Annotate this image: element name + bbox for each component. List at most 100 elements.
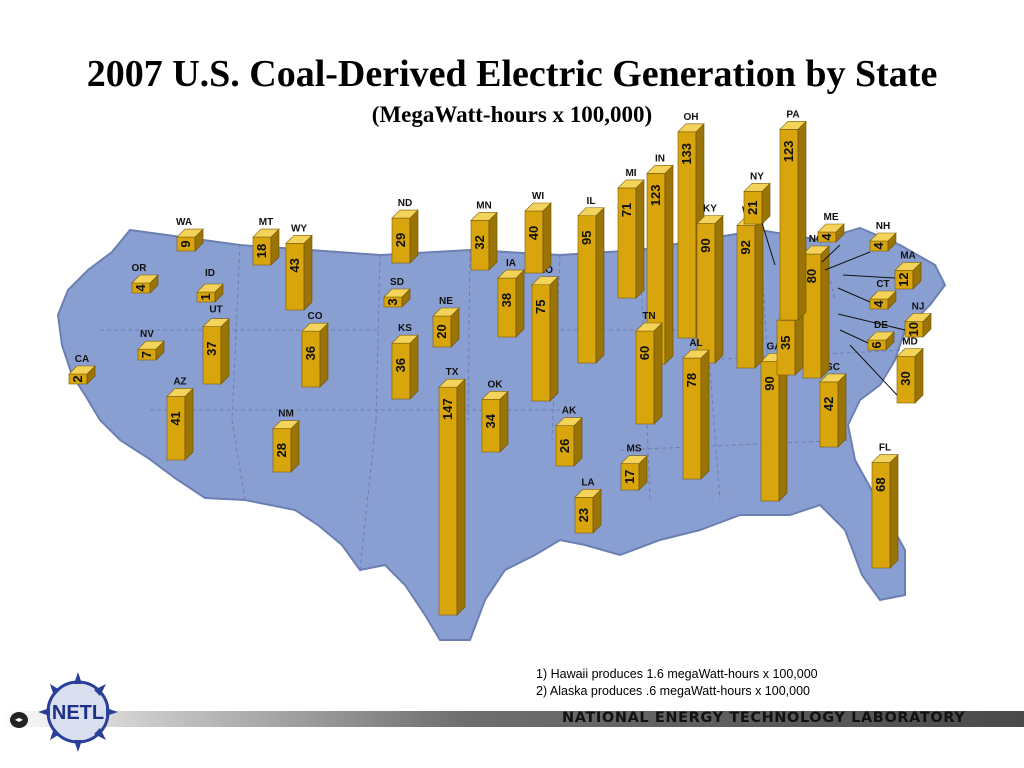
bar-top-de (867, 331, 895, 341)
bar-top-id (196, 283, 224, 293)
bar-side-wy (303, 234, 313, 311)
state-label-sc: SC (826, 362, 840, 373)
bar-or: 4 OR (131, 263, 159, 294)
bar-top-fl (871, 454, 899, 463)
state-label-co: CO (308, 311, 323, 322)
state-label-ky: KY (703, 204, 717, 215)
bar-top-ia (497, 269, 525, 279)
bar-side-tn (653, 322, 663, 425)
value-label-il: 95 (579, 231, 594, 245)
bar-al: 78 AL (682, 338, 710, 480)
leader-line (842, 274, 896, 279)
state-label-mn: MN (476, 200, 492, 211)
bar-side-ak (573, 416, 583, 467)
state-label-tx: TX (446, 367, 459, 378)
bar-in: 123 IN (646, 153, 674, 365)
bar-top-il (577, 207, 605, 217)
state-label-sd: SD (390, 277, 404, 288)
value-label-mt: 18 (254, 244, 269, 258)
leader-line (837, 313, 906, 331)
bar-nj: 10 NJ (904, 302, 932, 338)
value-label-sd: 3 (385, 298, 400, 305)
bar-top-mn (470, 212, 498, 221)
value-label-mi: 71 (619, 203, 634, 217)
bar-wy: 43 WY (285, 223, 313, 311)
value-label-mo: 75 (533, 300, 548, 314)
value-label-me: 4 (819, 233, 834, 241)
value-label-ia: 38 (499, 293, 514, 307)
state-label-ne: NE (439, 296, 453, 307)
bar-front-az (166, 396, 186, 461)
bar-top-mt (252, 228, 280, 238)
bar-top-nd (391, 209, 419, 219)
bar-wi: 40 WI (524, 191, 552, 274)
state-label-ks: KS (398, 323, 412, 334)
bar-top-in (646, 165, 674, 174)
value-label-oh: 133 (679, 143, 694, 165)
value-label-al: 78 (684, 373, 699, 387)
bar-mn: 32 MN (470, 200, 498, 271)
bar-top-md (896, 348, 924, 357)
state-label-nd: ND (398, 198, 412, 209)
value-label-ma: 12 (896, 272, 911, 286)
bar-top-az (166, 388, 194, 397)
state-label-ut: UT (209, 305, 222, 316)
bar-tx: 147 TX (438, 367, 466, 616)
bar-side-ia (515, 269, 525, 338)
value-label-ms: 17 (622, 470, 637, 484)
bar-top-nj (904, 313, 932, 322)
bar-side-nc (820, 245, 830, 379)
value-label-sc: 42 (821, 397, 836, 411)
bar-mo: 75MO (531, 265, 559, 402)
bar-ks: 36 KS (391, 323, 419, 400)
state-label-ct: CT (876, 279, 889, 290)
bar-side-ks (409, 334, 419, 400)
bar-top-ky (696, 215, 724, 224)
value-label-ks: 36 (393, 358, 408, 372)
value-label-nh: 4 (871, 242, 886, 250)
state-label-id: ID (205, 268, 215, 279)
bar-side-ok (499, 390, 509, 453)
bar-mi: 71 MI (617, 168, 645, 299)
bar-front-tn (635, 330, 655, 425)
state-label-al: AL (689, 338, 702, 349)
bar-top-nm (272, 420, 300, 429)
state-label-nv: NV (140, 329, 154, 340)
bar-az: 41 AZ (166, 376, 194, 461)
bar-sd: 3 SD (383, 277, 411, 308)
bar-side-nm (290, 419, 300, 473)
bar-top-me (817, 223, 845, 233)
state-label-de: DE (874, 320, 888, 331)
bar-side-sc (837, 373, 847, 448)
bar-top-ms (620, 455, 648, 464)
state-border-line (231, 244, 241, 421)
value-label-co: 36 (303, 346, 318, 360)
bar-side-ga (778, 352, 788, 502)
bar-top-ny (743, 183, 771, 192)
bar-nm: 28 NM (272, 409, 300, 473)
bar-fl: 68 FL (871, 443, 899, 569)
bar-side-in (664, 164, 674, 365)
leader-line (761, 222, 776, 266)
value-label-fl: 68 (873, 477, 888, 491)
value-label-ok: 34 (483, 413, 498, 428)
bar-ia: 38 IA (497, 258, 525, 338)
bar-ak: 26 AK (555, 406, 583, 467)
value-label-nc: 80 (804, 269, 819, 283)
bar-side-mn (488, 211, 498, 271)
bar-side-tx (456, 378, 466, 616)
bar-front-wi (524, 210, 544, 274)
value-label-wy: 43 (287, 258, 302, 272)
bar-side-wv (754, 216, 764, 369)
bar-de: 6 DE (867, 320, 895, 351)
bar-top-tn (635, 322, 663, 332)
state-label-mi: MI (625, 168, 636, 179)
bar-il: 95 IL (577, 196, 605, 364)
value-label-nj: 10 (906, 322, 921, 336)
state-label-wy: WY (291, 223, 307, 234)
value-label-de: 6 (869, 341, 884, 348)
value-label-pa: 123 (781, 140, 796, 162)
page-number-icon: ◂▸ (10, 712, 28, 728)
bar-ny: 21 NY (743, 171, 771, 225)
